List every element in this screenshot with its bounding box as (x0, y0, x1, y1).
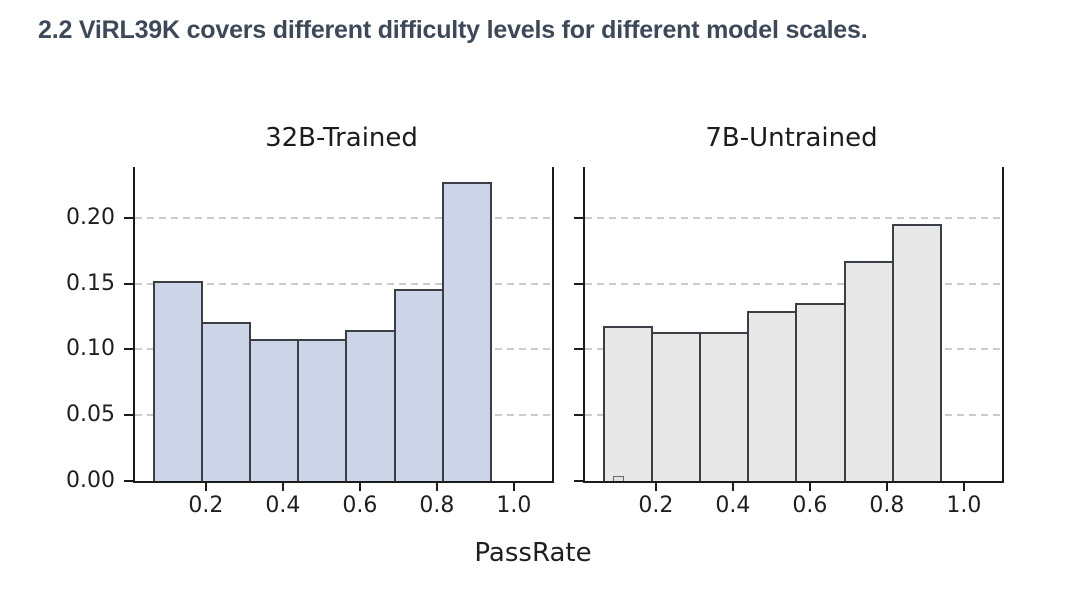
x-tick-label: 0.6 (342, 493, 378, 518)
histogram-bar (441, 182, 492, 481)
gridline (585, 216, 1002, 219)
x-tick-mark (358, 483, 361, 491)
x-tick-label: 0.4 (265, 493, 301, 518)
histogram-bar (891, 224, 942, 481)
y-tick-label: 0.00 (66, 468, 115, 493)
x-tick-label: 1.0 (946, 493, 982, 518)
y-tick-mark (574, 480, 583, 482)
x-tick-label: 0.2 (638, 493, 674, 518)
y-tick-mark (574, 414, 583, 417)
x-tick-label: 0.8 (869, 493, 905, 518)
y-tick-mark (124, 348, 133, 351)
histogram-bar (747, 311, 798, 481)
plot-area: 0.2 0.4 0.6 0.8 1.0 0.00 0.05 0.10 0.15 0.20 (66, 167, 554, 518)
gridline (585, 282, 1002, 285)
plot-area: 0.2 0.4 0.6 0.8 1.0 (574, 167, 1004, 518)
histogram-bar (345, 329, 396, 481)
x-tick-mark (885, 483, 888, 491)
x-tick-mark (435, 483, 438, 491)
histogram-32b-trained: 32B-Trained 0.2 0.4 0.6 0.8 1.0 0.00 0.05 0.10 0… (66, 123, 554, 518)
y-tick-mark (574, 216, 583, 219)
gridline (135, 282, 552, 285)
histogram-bar (393, 288, 444, 481)
histogram-bar (699, 332, 750, 481)
histogram-bar (249, 338, 300, 481)
y-tick-mark (124, 414, 133, 417)
histogram-bar (602, 325, 654, 481)
y-tick-label: 0.05 (66, 402, 115, 428)
x-tick-mark (962, 483, 965, 491)
histogram-bar (152, 280, 204, 481)
x-tick-label: 0.2 (188, 493, 224, 518)
y-tick-mark (124, 480, 133, 482)
x-tick-label: 1.0 (496, 493, 532, 518)
y-tick-mark (574, 348, 583, 351)
x-tick-mark (281, 483, 284, 491)
y-tick-mark (124, 216, 133, 219)
y-tick-label: 0.15 (66, 270, 115, 296)
histogram-7b-untrained: 7B-Untrained 0.2 0.4 0.6 0.8 1.0 (574, 123, 1004, 518)
x-tick-label: 0.8 (419, 493, 455, 518)
x-tick-mark (204, 483, 207, 491)
x-tick-mark (808, 483, 811, 491)
gridline (135, 216, 552, 219)
y-tick-mark (574, 282, 583, 285)
chart-title: 32B-Trained (265, 123, 418, 153)
x-tick-label: 0.6 (792, 493, 828, 518)
y-tick-mark (124, 282, 133, 285)
x-tick-mark (731, 483, 734, 491)
x-axis-label: PassRate (474, 538, 592, 568)
x-tick-mark (512, 483, 515, 491)
histogram-bar (843, 261, 894, 481)
histogram-bar (297, 338, 348, 481)
x-tick-mark (654, 483, 657, 491)
histogram-bar (795, 303, 846, 481)
y-tick-label: 0.20 (66, 204, 115, 230)
x-tick-label: 0.4 (715, 493, 751, 518)
histogram-bar (651, 332, 702, 481)
tiny-bar-artifact (612, 475, 625, 481)
section-heading: 2.2 ViRL39K covers different difficulty … (38, 16, 868, 44)
y-tick-label: 0.10 (66, 336, 115, 362)
chart-title: 7B-Untrained (705, 123, 878, 153)
histogram-bar (201, 321, 252, 481)
